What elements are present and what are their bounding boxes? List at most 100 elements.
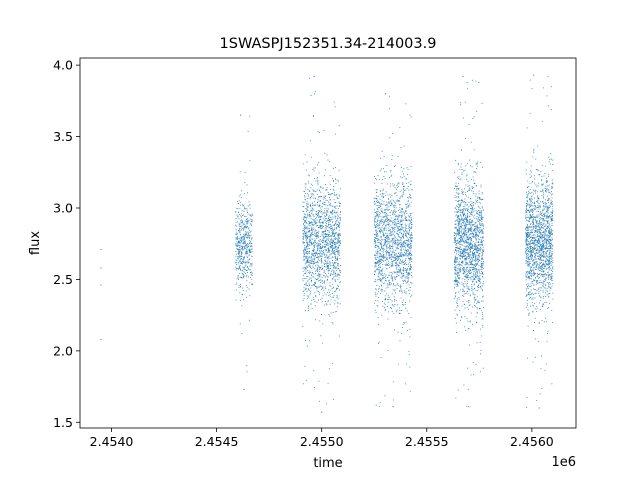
data-point [336, 247, 338, 249]
data-point [391, 256, 393, 258]
data-point [460, 236, 462, 238]
data-point [455, 186, 457, 188]
data-point [324, 237, 326, 239]
data-point [386, 240, 388, 242]
data-point [332, 362, 334, 364]
data-point [379, 242, 380, 244]
data-point [309, 210, 311, 212]
data-point [394, 216, 396, 218]
data-point [454, 171, 456, 173]
data-point [374, 200, 375, 202]
data-point [338, 273, 339, 275]
data-point [458, 255, 460, 257]
data-point [395, 250, 397, 252]
data-point [378, 269, 380, 271]
data-point [315, 213, 317, 215]
data-point [318, 215, 320, 217]
data-point [318, 196, 320, 198]
data-point [332, 233, 333, 235]
data-point [304, 198, 306, 200]
data-point [466, 267, 468, 269]
data-point [315, 254, 316, 256]
data-point [311, 231, 313, 233]
data-point [407, 205, 409, 207]
data-point [241, 255, 243, 257]
data-point [481, 191, 483, 193]
data-point [381, 150, 383, 152]
data-point [390, 231, 392, 232]
data-point [317, 210, 319, 212]
data-point [471, 235, 473, 237]
data-point [465, 252, 467, 253]
data-point [477, 161, 479, 163]
data-point [239, 171, 241, 173]
data-point [326, 154, 328, 156]
data-point [375, 244, 377, 246]
data-point [464, 204, 466, 206]
data-point [407, 281, 408, 283]
data-point [405, 103, 407, 105]
data-point [459, 264, 461, 265]
data-point [385, 216, 387, 218]
data-point [398, 235, 400, 237]
data-point [382, 212, 384, 214]
data-point [387, 257, 389, 259]
data-point [407, 244, 409, 246]
data-point [242, 260, 244, 262]
data-point [329, 219, 331, 221]
data-point [322, 234, 324, 236]
data-point [381, 243, 383, 245]
data-point [388, 219, 390, 221]
data-point [244, 220, 246, 222]
data-point [312, 224, 313, 226]
data-point [477, 289, 479, 291]
data-point [455, 220, 457, 221]
data-point [336, 232, 337, 234]
data-point [462, 117, 464, 119]
data-point [411, 224, 413, 226]
data-point [404, 263, 406, 264]
data-point [249, 160, 251, 162]
data-point [245, 262, 247, 263]
data-point [319, 276, 321, 278]
data-point [385, 225, 387, 227]
data-point [246, 237, 248, 239]
data-point [304, 216, 305, 218]
data-point [458, 272, 460, 274]
data-point [385, 224, 387, 226]
data-point [466, 276, 468, 278]
data-point [397, 252, 399, 254]
data-point [390, 200, 392, 202]
data-point [410, 253, 411, 254]
data-point [460, 223, 462, 225]
data-point [314, 223, 316, 225]
data-point [471, 244, 473, 246]
data-point [304, 224, 306, 226]
data-point [410, 222, 412, 224]
data-point [481, 240, 483, 242]
data-point [382, 192, 384, 194]
data-point [324, 202, 326, 203]
data-point [329, 189, 331, 191]
data-point [320, 224, 322, 226]
data-point [404, 232, 406, 234]
data-point [389, 201, 391, 203]
data-point [309, 222, 311, 224]
data-point [399, 197, 401, 199]
data-point [400, 240, 402, 242]
data-point [324, 169, 326, 171]
data-point [397, 248, 399, 250]
data-point [463, 230, 465, 232]
data-point [374, 225, 376, 227]
data-point [478, 220, 480, 222]
data-point [411, 235, 413, 236]
data-point [249, 237, 251, 238]
data-point [251, 265, 253, 267]
data-point [459, 235, 461, 237]
data-point [402, 182, 404, 184]
data-point [478, 231, 480, 233]
data-point [461, 237, 462, 238]
data-point [377, 245, 379, 247]
data-point [303, 273, 305, 275]
data-point [462, 228, 464, 230]
